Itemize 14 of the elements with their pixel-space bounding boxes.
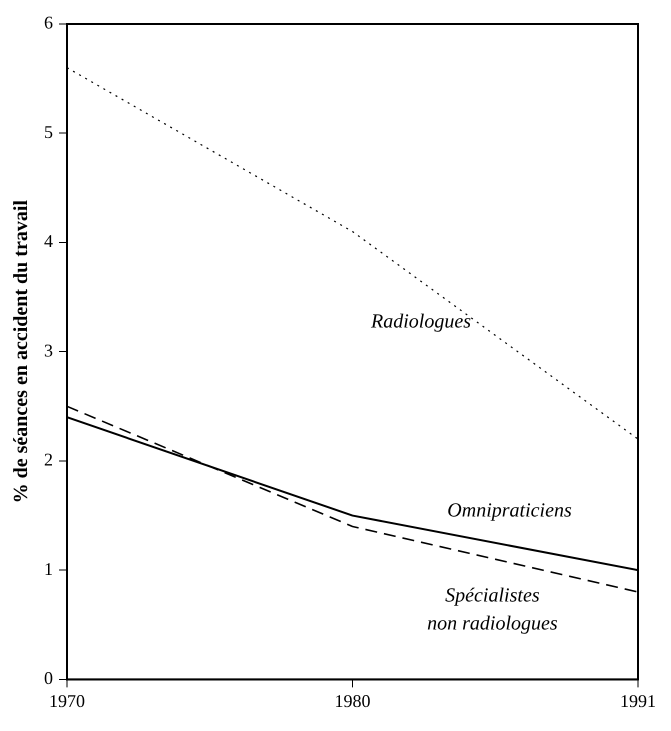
y-axis-title: % de séances en accident du travail: [10, 200, 32, 504]
x-tick-label: 1980: [334, 690, 370, 711]
series-label: Radiologues: [370, 310, 472, 332]
y-tick-label: 1: [44, 558, 53, 579]
y-tick-label: 6: [44, 12, 53, 33]
y-tick-label: 3: [44, 340, 53, 360]
y-tick-label: 2: [44, 450, 53, 470]
y-tick-label: 0: [44, 668, 53, 688]
x-tick-label: 1991: [620, 690, 656, 711]
series-label: Omnipraticiens: [447, 499, 572, 522]
y-tick-label: 5: [44, 122, 53, 142]
y-tick-label: 4: [44, 231, 53, 252]
x-tick-label: 1970: [49, 690, 85, 711]
series-label: Spécialistes non radiologues: [427, 584, 558, 635]
